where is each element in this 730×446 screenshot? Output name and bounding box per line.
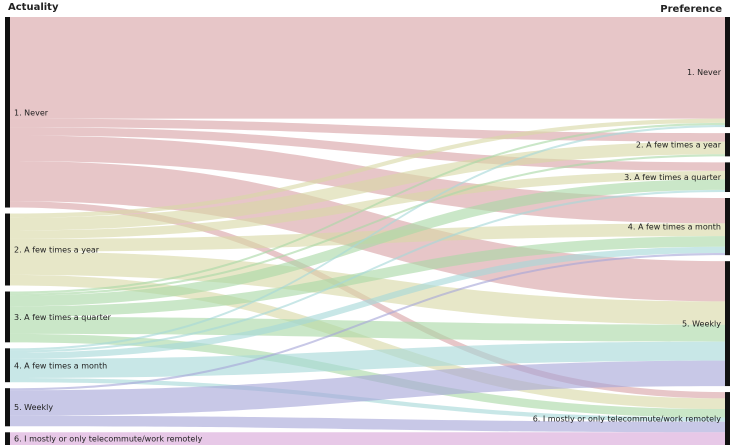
flow-4-to-5 — [10, 341, 725, 378]
flow-3-to-5 — [10, 316, 725, 342]
flow-3-to-4 — [10, 236, 725, 317]
left-node-bar-3 — [5, 291, 10, 343]
right-node-bar-4 — [725, 198, 730, 256]
right-node-bar-3 — [725, 162, 730, 193]
nodes — [5, 17, 730, 445]
left-node-label-6: 6. I mostly or only telecommute/work rem… — [14, 435, 203, 444]
right-node-bar-2 — [725, 133, 730, 157]
flow-4-to-3 — [10, 189, 725, 353]
right-node-label-2: 2. A few times a year — [636, 141, 722, 150]
flow-1-to-1 — [10, 17, 725, 119]
right-node-label-1: 1. Never — [687, 68, 722, 77]
flow-3-to-2 — [10, 154, 725, 296]
flow-2-to-3 — [10, 170, 725, 239]
left-node-bar-1 — [5, 17, 10, 208]
right-node-label-5: 5. Weekly — [682, 320, 721, 329]
left-node-label-3: 3. A few times a quarter — [14, 313, 112, 322]
flow-3-to-3 — [10, 179, 725, 307]
right-node-label-6: 6. I mostly or only telecommute/work rem… — [533, 415, 722, 424]
right-node-label-4: 4. A few times a month — [628, 223, 721, 232]
left-node-label-1: 1. Never — [14, 108, 49, 117]
right-node-label-3: 3. A few times a quarter — [624, 173, 722, 182]
flow-4-to-4 — [10, 246, 725, 359]
left-node-bar-6 — [5, 432, 10, 445]
flow-3-to-1 — [10, 122, 725, 294]
left-node-label-5: 5. Weekly — [14, 403, 53, 412]
flow-4-to-1 — [10, 124, 725, 351]
right-axis-title: Preference — [660, 4, 722, 15]
flow-2-to-6 — [10, 274, 725, 410]
flow-5-to-5 — [10, 360, 725, 416]
flow-1-to-2 — [10, 118, 725, 142]
left-node-label-4: 4. A few times a month — [14, 361, 107, 370]
left-node-bar-2 — [5, 213, 10, 286]
right-node-bar-6 — [725, 392, 730, 445]
flow-links — [10, 17, 725, 445]
flow-5-to-4 — [10, 253, 725, 391]
flow-6-to-6 — [10, 432, 725, 445]
flow-2-to-2 — [10, 141, 725, 231]
flow-5-to-6 — [10, 415, 725, 433]
left-node-label-2: 2. A few times a year — [14, 246, 100, 255]
left-axis-title: Actuality — [8, 2, 59, 13]
right-node-bar-1 — [725, 17, 730, 128]
left-node-bar-5 — [5, 388, 10, 427]
flow-2-to-1 — [10, 118, 725, 218]
flow-2-to-5 — [10, 251, 725, 325]
left-node-bar-4 — [5, 348, 10, 383]
right-node-bar-5 — [725, 261, 730, 387]
node-labels: 1. Never 2. A few times a year 3. A few ti… — [14, 68, 722, 444]
